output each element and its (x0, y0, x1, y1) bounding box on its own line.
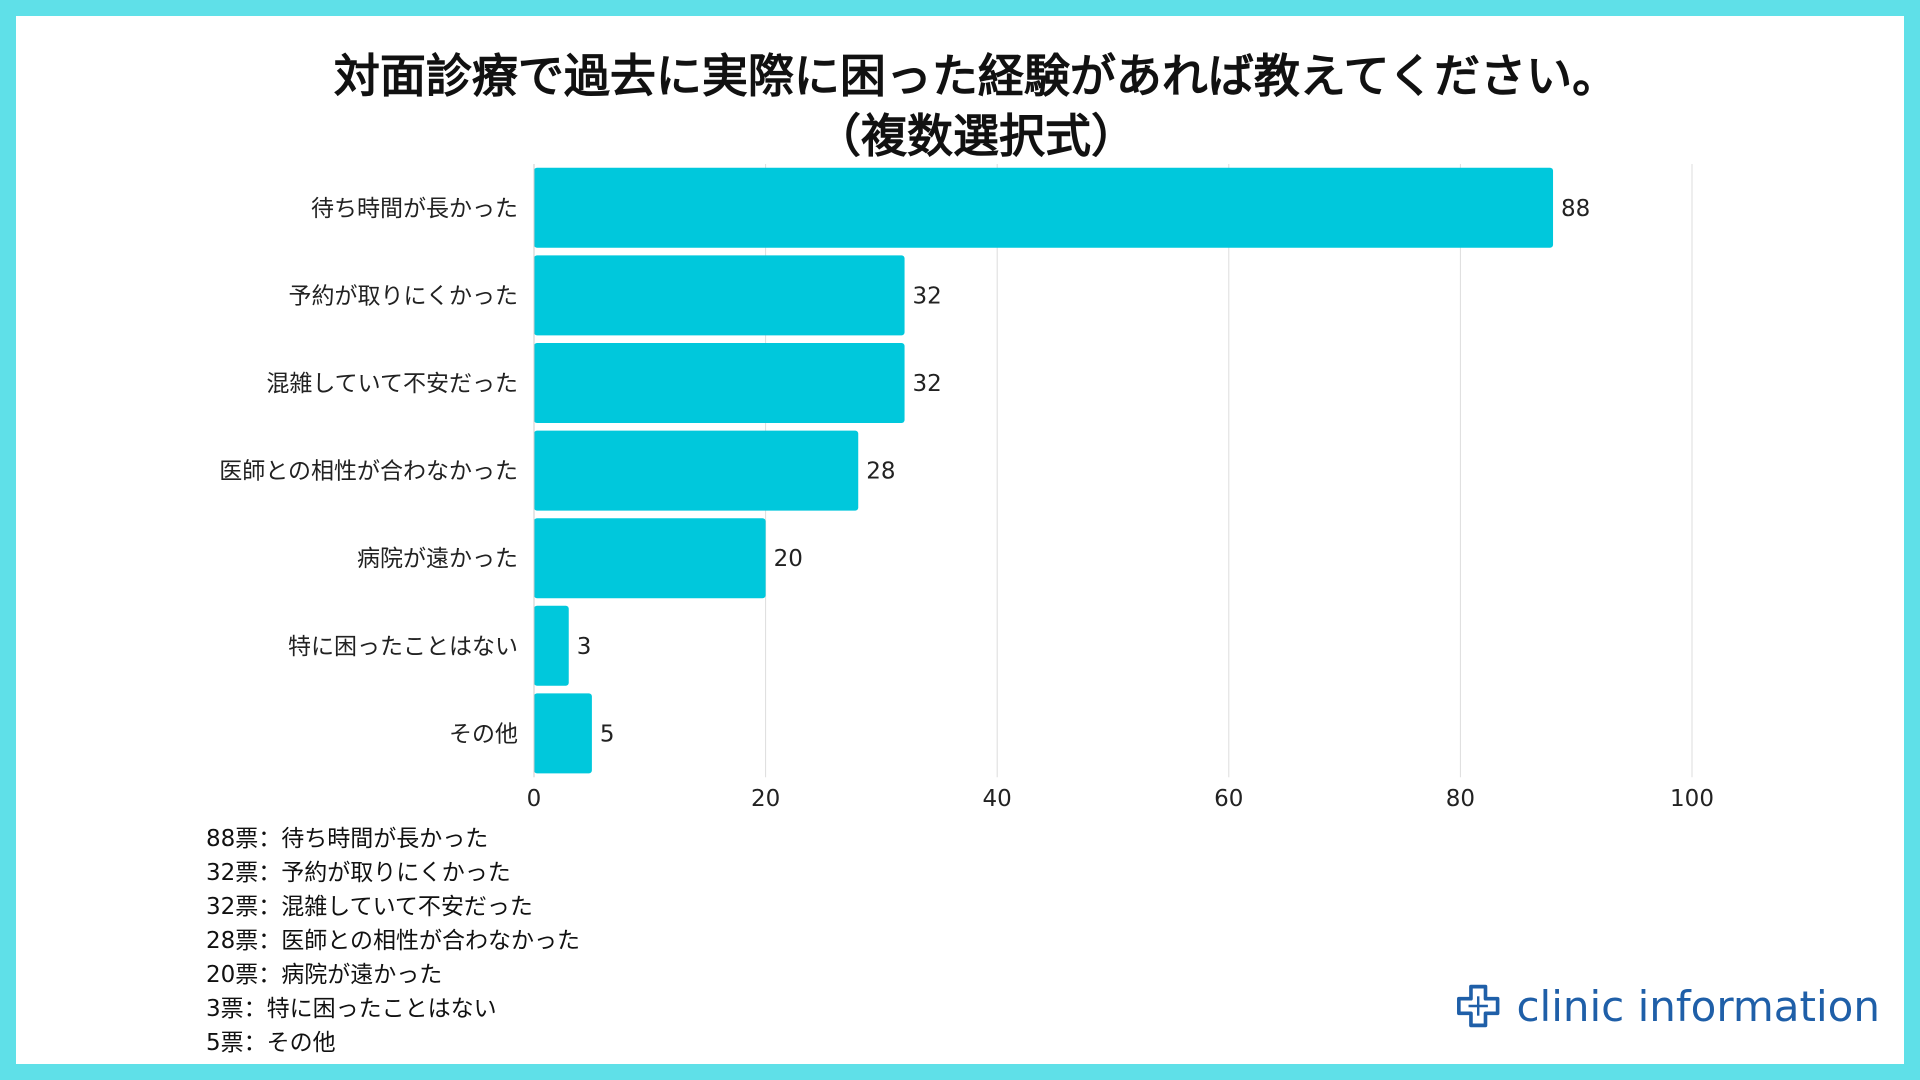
x-tick-label: 80 (1446, 786, 1475, 812)
chart-title-line-2: （複数選択式） (815, 109, 1137, 163)
x-tick-label: 0 (527, 786, 542, 812)
logo-text: clinic information (1516, 981, 1880, 1031)
medical-cross-icon (1457, 984, 1500, 1028)
bar (534, 430, 859, 511)
category-label: 混雑していて不安だった (266, 371, 518, 397)
bar (534, 518, 766, 599)
x-tick-label: 20 (751, 786, 780, 812)
bar (534, 343, 905, 423)
x-tick-label: 100 (1670, 786, 1714, 812)
legend-line: 32票：混雑していて不安だった (206, 894, 533, 920)
category-label: その他 (449, 721, 518, 747)
legend-line: 32票：予約が取りにくかった (206, 860, 511, 886)
category-label: 病院が遠かった (357, 546, 518, 572)
legend-line: 5票：その他 (206, 1030, 336, 1056)
data-label: 28 (866, 459, 895, 485)
data-label: 32 (913, 283, 942, 309)
legend-line: 3票：特に困ったことはない (206, 996, 497, 1022)
category-label: 待ち時間が長かった (311, 196, 518, 222)
vote-legend: 88票：待ち時間が長かった 32票：予約が取りにくかった 32票：混雑していて不… (206, 822, 580, 1060)
clinic-information-logo: clinic information (1432, 958, 1880, 1054)
chart-title-line-1: 対面診療で過去に実際に困った経験があれば教えてください。 (333, 49, 1619, 103)
category-label: 特に困ったことはない (288, 634, 518, 660)
category-label: 予約が取りにくかった (288, 283, 518, 309)
data-label: 5 (600, 721, 615, 747)
bar (534, 693, 592, 774)
data-label: 20 (774, 546, 803, 572)
legend-line: 88票：待ち時間が長かった (206, 826, 489, 852)
x-tick-label: 40 (983, 786, 1012, 812)
data-label: 32 (913, 371, 942, 397)
data-label: 3 (577, 634, 592, 660)
bar (534, 255, 905, 336)
chart-title: 対面診療で過去に実際に困った経験があれば教えてください。 （複数選択式） (16, 46, 1920, 166)
x-tick-label: 60 (1214, 786, 1243, 812)
legend-line: 28票：医師との相性が合わなかった (206, 928, 581, 954)
legend-line: 20票：病院が遠かった (206, 962, 443, 988)
bar (534, 605, 569, 686)
category-label: 医師との相性が合わなかった (219, 459, 518, 485)
bar (534, 167, 1554, 248)
data-label: 88 (1561, 196, 1590, 222)
